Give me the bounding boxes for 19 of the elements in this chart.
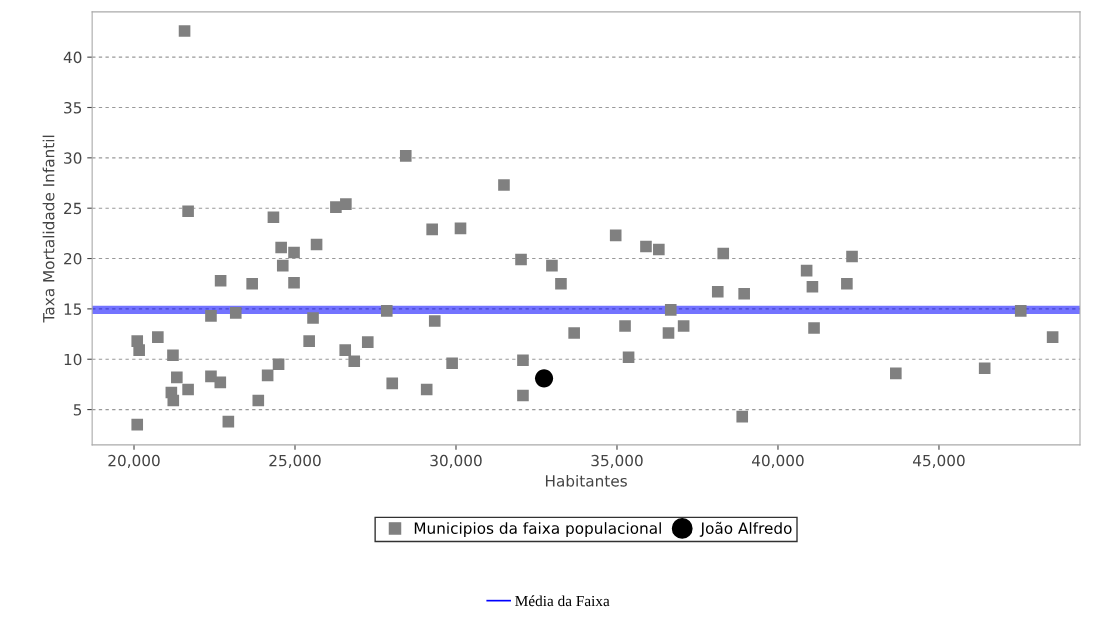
x-tick-label: 35,000: [591, 454, 643, 468]
y-tick-label: 10: [64, 353, 82, 366]
y-tick-label: 25: [64, 202, 82, 215]
x-tick-label: 30,000: [430, 454, 482, 468]
y-tick-label: 5: [73, 404, 82, 416]
legend-label: João Alfredo: [699, 521, 792, 537]
x-tick-label: 25,000: [269, 454, 321, 468]
legend-label: Municipios da faixa populacional: [414, 522, 661, 537]
y-tick-label: 15: [64, 303, 82, 315]
x-tick-label: 20,000: [108, 454, 160, 468]
x-tick-label: 40,000: [751, 454, 804, 468]
y-tick-label: 40: [63, 51, 82, 64]
legend-label: Média da Faixa: [515, 595, 610, 607]
x-axis-title: Habitantes: [545, 474, 627, 487]
y-tick-label: 35: [64, 101, 82, 114]
y-tick-label: 30: [64, 152, 82, 164]
x-tick-label: 45,000: [912, 454, 965, 468]
y-axis-title: Taxa Mortalidade Infantil: [42, 135, 55, 323]
y-tick-label: 20: [64, 253, 82, 265]
